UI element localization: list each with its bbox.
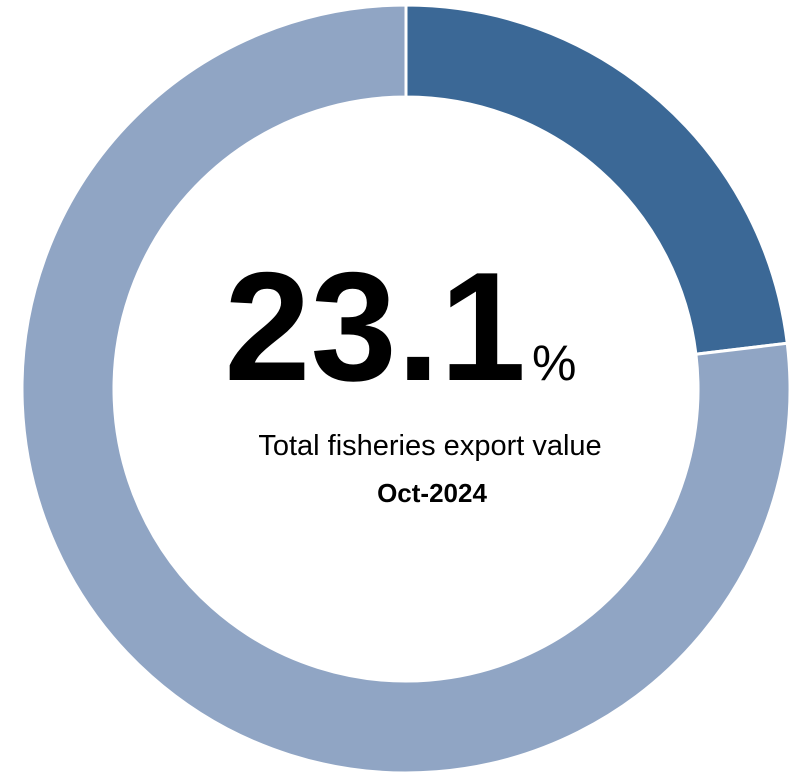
donut-slice: [404, 3, 789, 356]
donut-slice: [20, 3, 792, 773]
center-label: Total fisheries export value: [258, 430, 601, 462]
center-unit: %: [532, 335, 576, 391]
donut: [20, 3, 792, 773]
center-date: Oct-2024: [377, 478, 487, 508]
center-value: 23.1: [224, 240, 526, 413]
